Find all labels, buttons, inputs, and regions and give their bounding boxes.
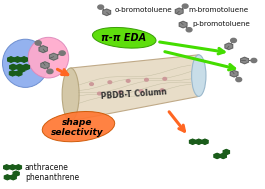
Ellipse shape	[62, 68, 79, 121]
Polygon shape	[14, 57, 21, 62]
Polygon shape	[39, 46, 47, 53]
Circle shape	[139, 90, 143, 92]
Polygon shape	[16, 64, 23, 70]
Polygon shape	[10, 175, 16, 180]
Circle shape	[231, 38, 236, 43]
Text: shape
selectivity: shape selectivity	[51, 118, 103, 137]
Polygon shape	[220, 153, 226, 159]
Polygon shape	[5, 175, 10, 180]
Text: π-π EDA: π-π EDA	[101, 33, 146, 43]
Polygon shape	[10, 165, 15, 170]
Circle shape	[145, 78, 148, 81]
Circle shape	[236, 77, 242, 82]
Circle shape	[251, 58, 257, 63]
Text: o-bromotoluene: o-bromotoluene	[115, 7, 173, 13]
Polygon shape	[10, 71, 16, 76]
Polygon shape	[179, 21, 187, 28]
Polygon shape	[50, 53, 58, 60]
Circle shape	[163, 77, 167, 80]
Polygon shape	[241, 57, 248, 64]
Polygon shape	[223, 149, 229, 155]
Polygon shape	[225, 43, 233, 50]
Polygon shape	[230, 70, 238, 77]
Ellipse shape	[2, 39, 48, 87]
Polygon shape	[202, 139, 208, 144]
Polygon shape	[16, 71, 22, 76]
Text: m-bromotoluene: m-bromotoluene	[188, 7, 249, 13]
Polygon shape	[19, 67, 25, 72]
Circle shape	[98, 92, 101, 95]
Polygon shape	[4, 165, 10, 170]
Text: PBDB-T Column: PBDB-T Column	[100, 88, 167, 101]
Polygon shape	[70, 55, 199, 121]
Circle shape	[126, 80, 130, 82]
Polygon shape	[23, 64, 29, 70]
Polygon shape	[15, 165, 21, 170]
Polygon shape	[10, 64, 16, 70]
Circle shape	[90, 83, 93, 85]
Ellipse shape	[28, 37, 69, 78]
Circle shape	[35, 41, 41, 45]
Circle shape	[98, 5, 104, 9]
Circle shape	[59, 51, 65, 55]
Circle shape	[160, 89, 164, 91]
Polygon shape	[21, 57, 27, 62]
Polygon shape	[214, 153, 220, 159]
Circle shape	[118, 91, 122, 94]
Text: phenanthrene: phenanthrene	[25, 173, 79, 182]
Circle shape	[182, 4, 188, 8]
Polygon shape	[196, 139, 202, 144]
Circle shape	[47, 69, 53, 74]
Polygon shape	[103, 9, 111, 15]
Polygon shape	[13, 171, 19, 176]
Polygon shape	[175, 8, 183, 15]
Circle shape	[108, 81, 112, 84]
Polygon shape	[41, 62, 49, 69]
Text: anthracene: anthracene	[25, 163, 69, 172]
Ellipse shape	[92, 27, 156, 48]
Circle shape	[186, 28, 192, 32]
Polygon shape	[8, 57, 14, 62]
Polygon shape	[189, 139, 196, 144]
Text: p-bromotoluene: p-bromotoluene	[192, 21, 250, 27]
Ellipse shape	[42, 112, 115, 142]
Ellipse shape	[192, 55, 206, 96]
